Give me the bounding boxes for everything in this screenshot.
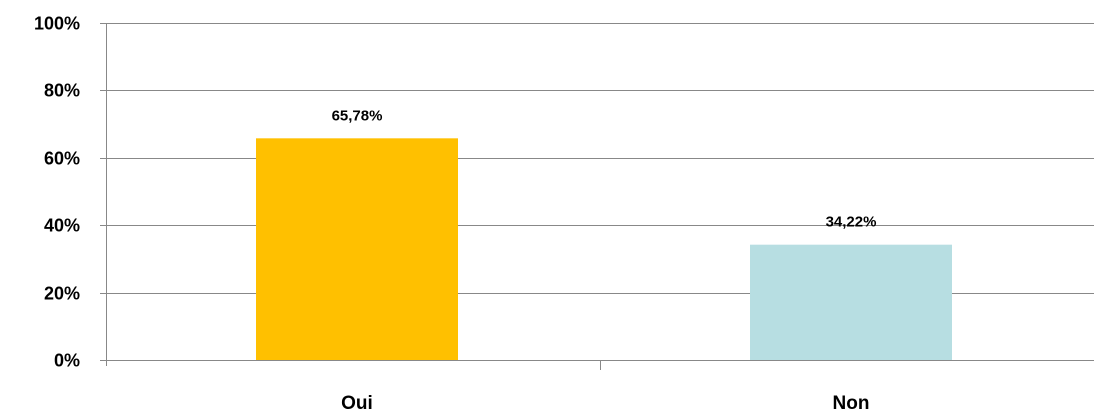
y-tick-label: 0% <box>54 351 80 371</box>
bar-oui <box>256 138 458 360</box>
y-tick-label: 40% <box>44 216 80 236</box>
y-tick-label: 60% <box>44 149 80 169</box>
bar-non <box>750 244 952 360</box>
data-label: 34,22% <box>826 214 877 231</box>
axes <box>100 23 1094 370</box>
y-tick-label: 20% <box>44 284 80 304</box>
bars <box>256 138 952 360</box>
x-category-label: Oui <box>341 393 373 412</box>
y-tick-label: 80% <box>44 81 80 101</box>
data-label: 65,78% <box>332 107 383 124</box>
x-category-label: Non <box>833 393 870 412</box>
labels: 0% 20% 40% 60% 80% 100% 65,78% Oui 34,22% Non <box>34 14 876 412</box>
y-tick-label: 100% <box>34 14 80 34</box>
